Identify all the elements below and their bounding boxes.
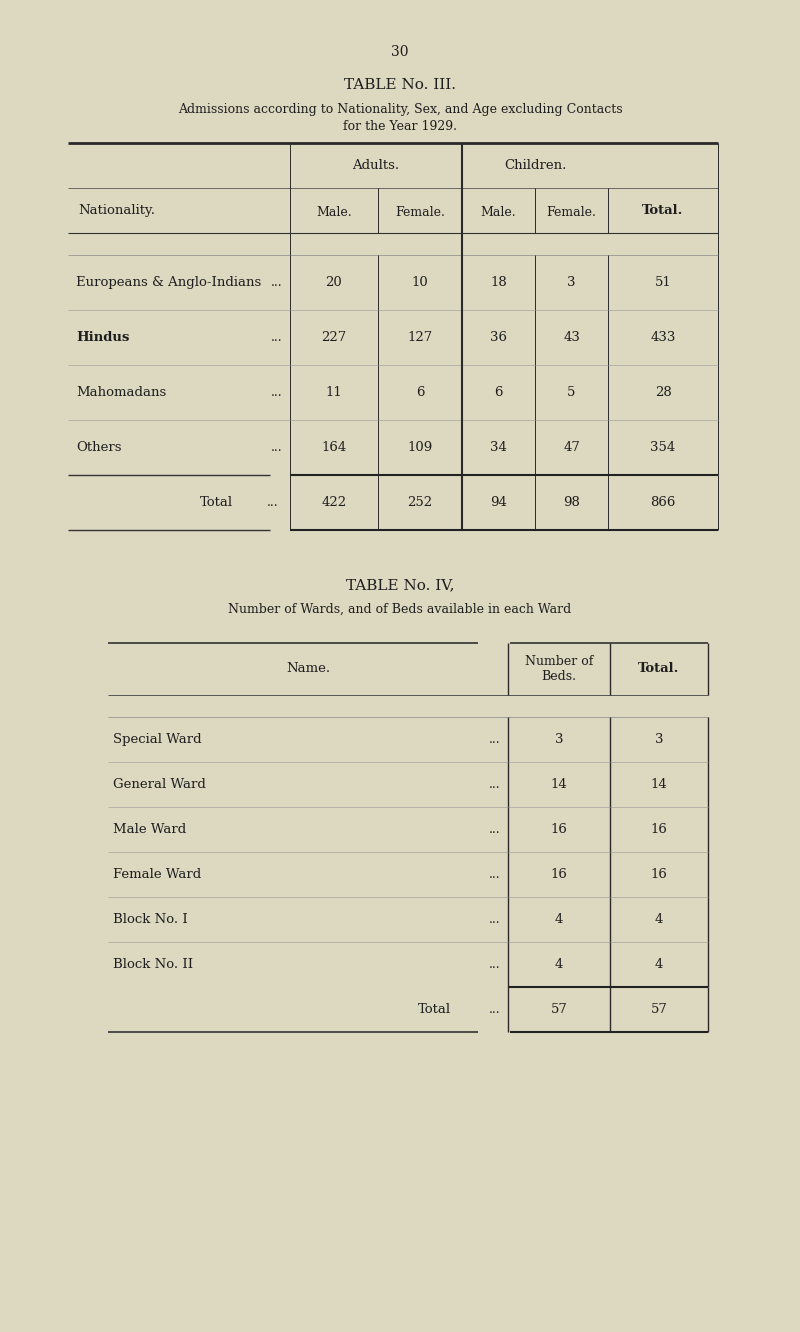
Text: 16: 16 — [550, 823, 567, 836]
Text: 98: 98 — [563, 496, 580, 509]
Text: Others: Others — [76, 441, 122, 454]
Text: 164: 164 — [322, 441, 346, 454]
Text: 43: 43 — [563, 330, 580, 344]
Text: 51: 51 — [654, 276, 671, 289]
Text: 57: 57 — [650, 1003, 667, 1016]
Text: 3: 3 — [554, 733, 563, 746]
Text: 422: 422 — [322, 496, 346, 509]
Text: Total: Total — [418, 1003, 451, 1016]
Text: ...: ... — [488, 912, 500, 926]
Text: 16: 16 — [650, 823, 667, 836]
Text: Female.: Female. — [546, 206, 597, 218]
Text: 6: 6 — [494, 386, 502, 400]
Text: 16: 16 — [650, 868, 667, 880]
Text: 4: 4 — [555, 912, 563, 926]
Text: Total: Total — [200, 496, 233, 509]
Text: 28: 28 — [654, 386, 671, 400]
Text: 16: 16 — [550, 868, 567, 880]
Text: Male.: Male. — [316, 206, 352, 218]
Text: 6: 6 — [416, 386, 424, 400]
Text: ...: ... — [270, 276, 282, 289]
Text: 354: 354 — [650, 441, 676, 454]
Text: 20: 20 — [326, 276, 342, 289]
Text: 11: 11 — [326, 386, 342, 400]
Text: Special Ward: Special Ward — [113, 733, 202, 746]
Text: 30: 30 — [391, 45, 409, 59]
Text: Male Ward: Male Ward — [113, 823, 186, 836]
Text: 10: 10 — [412, 276, 428, 289]
Text: 433: 433 — [650, 330, 676, 344]
Text: Total.: Total. — [642, 204, 684, 217]
Text: Nationality.: Nationality. — [78, 204, 155, 217]
Text: Block No. II: Block No. II — [113, 958, 193, 971]
Text: ...: ... — [270, 386, 282, 400]
Text: 127: 127 — [407, 330, 433, 344]
Text: ...: ... — [488, 958, 500, 971]
Text: 227: 227 — [322, 330, 346, 344]
Text: Mahomadans: Mahomadans — [76, 386, 166, 400]
Text: 14: 14 — [550, 778, 567, 791]
Text: Female.: Female. — [395, 206, 445, 218]
Text: TABLE No. III.: TABLE No. III. — [344, 79, 456, 92]
Text: Hindus: Hindus — [76, 330, 130, 344]
Text: 5: 5 — [567, 386, 576, 400]
Text: 14: 14 — [650, 778, 667, 791]
Text: Block No. I: Block No. I — [113, 912, 188, 926]
Text: TABLE No. IV,: TABLE No. IV, — [346, 578, 454, 591]
Text: ...: ... — [488, 733, 500, 746]
Text: General Ward: General Ward — [113, 778, 206, 791]
Text: ...: ... — [266, 496, 278, 509]
Text: ...: ... — [488, 823, 500, 836]
Text: for the Year 1929.: for the Year 1929. — [343, 120, 457, 132]
Text: 47: 47 — [563, 441, 580, 454]
Text: 18: 18 — [490, 276, 507, 289]
Text: Number of
Beds.: Number of Beds. — [525, 655, 593, 683]
Text: 34: 34 — [490, 441, 507, 454]
Text: 866: 866 — [650, 496, 676, 509]
Text: 4: 4 — [655, 958, 663, 971]
Text: Name.: Name. — [286, 662, 330, 675]
Text: Europeans & Anglo-Indians: Europeans & Anglo-Indians — [76, 276, 262, 289]
Text: ...: ... — [270, 330, 282, 344]
Text: ...: ... — [488, 778, 500, 791]
Text: ...: ... — [488, 868, 500, 880]
Text: 3: 3 — [567, 276, 576, 289]
Text: Adults.: Adults. — [353, 159, 399, 172]
Text: Male.: Male. — [481, 206, 516, 218]
Text: 57: 57 — [550, 1003, 567, 1016]
Text: 94: 94 — [490, 496, 507, 509]
Text: ...: ... — [270, 441, 282, 454]
Text: 252: 252 — [407, 496, 433, 509]
Text: ...: ... — [488, 1003, 500, 1016]
Text: 3: 3 — [654, 733, 663, 746]
Text: Number of Wards, and of Beds available in each Ward: Number of Wards, and of Beds available i… — [228, 602, 572, 615]
Text: 36: 36 — [490, 330, 507, 344]
Text: Children.: Children. — [504, 159, 566, 172]
Text: Female Ward: Female Ward — [113, 868, 202, 880]
Text: Admissions according to Nationality, Sex, and Age excluding Contacts: Admissions according to Nationality, Sex… — [178, 104, 622, 116]
Text: 4: 4 — [555, 958, 563, 971]
Text: 4: 4 — [655, 912, 663, 926]
Text: Total.: Total. — [638, 662, 680, 675]
Text: 109: 109 — [407, 441, 433, 454]
